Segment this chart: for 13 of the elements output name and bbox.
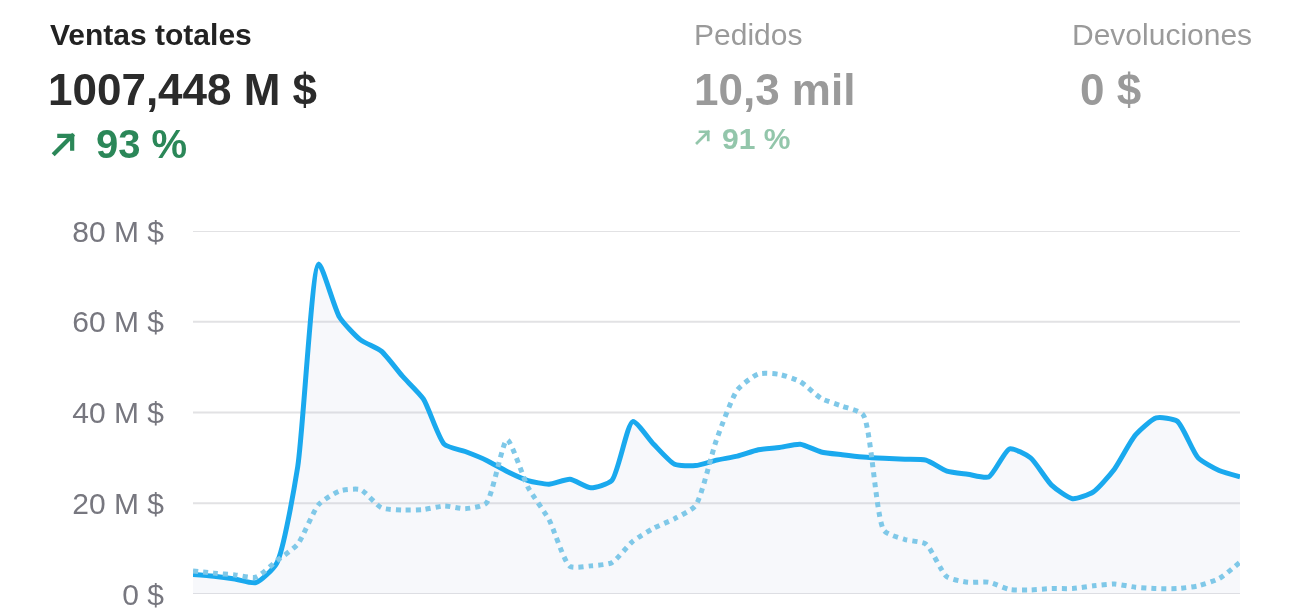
text: Ventas totales [50,18,252,51]
text: Pedidos [694,18,803,51]
text: Devoluciones [1072,18,1253,51]
text: 91 % [722,122,791,155]
text: 1007,448 M $ [48,65,318,114]
text: 10,3 mil [694,65,856,114]
y-tick-label: 0 $ [122,577,165,611]
text: 93 % [96,122,188,166]
text: 0 $ [1080,65,1142,114]
y-tick-label: 60 M $ [72,305,165,339]
y-tick-label: 80 M $ [72,214,165,248]
y-tick-label: 40 M $ [72,396,165,429]
y-tick-label: 20 M $ [72,486,165,520]
